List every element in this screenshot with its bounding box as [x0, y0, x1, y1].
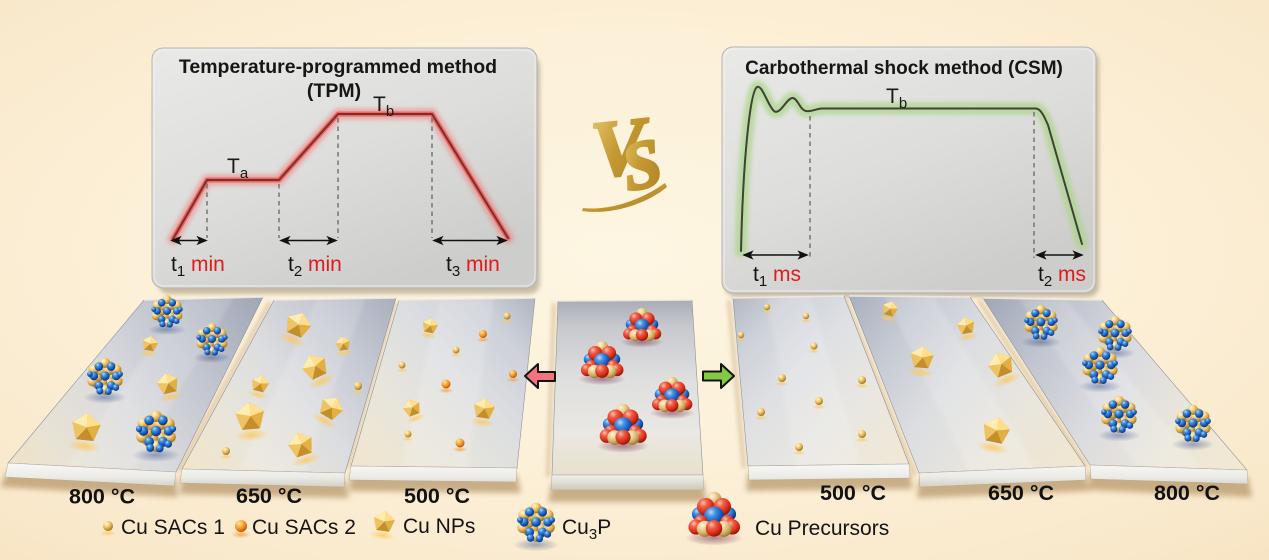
svg-text:Cu3P: Cu3P [562, 516, 611, 543]
svg-text:800 °C: 800 °C [1154, 481, 1220, 505]
svg-text:Cu SACs 2: Cu SACs 2 [252, 516, 356, 539]
svg-text:t2 ms: t2 ms [1038, 263, 1086, 290]
svg-text:Carbothermal shock method (CSM: Carbothermal shock method (CSM) [745, 58, 1063, 79]
svg-text:500 °C: 500 °C [820, 481, 886, 505]
svg-text:500 °C: 500 °C [404, 484, 470, 508]
svg-text:Temperature-programmed method: Temperature-programmed method [179, 56, 497, 78]
svg-text:(TPM): (TPM) [307, 80, 361, 102]
svg-text:Cu Precursors: Cu Precursors [755, 517, 889, 540]
svg-text:Cu SACs 1: Cu SACs 1 [121, 516, 225, 539]
svg-text:650 °C: 650 °C [236, 484, 302, 508]
svg-text:650 °C: 650 °C [988, 481, 1054, 505]
svg-text:t2 min: t2 min [288, 253, 342, 280]
svg-text:V: V [588, 101, 656, 195]
svg-text:800 °C: 800 °C [69, 485, 135, 509]
svg-text:Cu NPs: Cu NPs [403, 515, 475, 538]
